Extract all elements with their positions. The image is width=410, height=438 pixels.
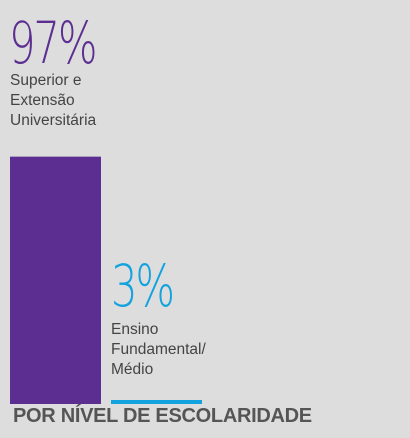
bar-superior (10, 156, 101, 404)
value-label-superior: 97% (9, 9, 98, 77)
category-label-superior-line-2: Extensão (10, 92, 75, 109)
category-label-ensino-line-3: Médio (111, 361, 154, 378)
category-label-superior-line-1: Superior e (10, 72, 82, 89)
value-label-ensino: 3% (111, 252, 175, 320)
bar-ensino (111, 400, 202, 404)
category-label-superior: Superior e Extensão Universitária (10, 71, 96, 131)
chart-title: POR NÍVEL DE ESCOLARIDADE (13, 405, 312, 427)
category-label-superior-line-3: Universitária (10, 112, 97, 129)
category-label-ensino-line-1: Ensino (111, 321, 159, 338)
category-label-ensino-line-2: Fundamental/ (111, 341, 206, 358)
category-label-ensino: Ensino Fundamental/ Médio (111, 320, 206, 380)
